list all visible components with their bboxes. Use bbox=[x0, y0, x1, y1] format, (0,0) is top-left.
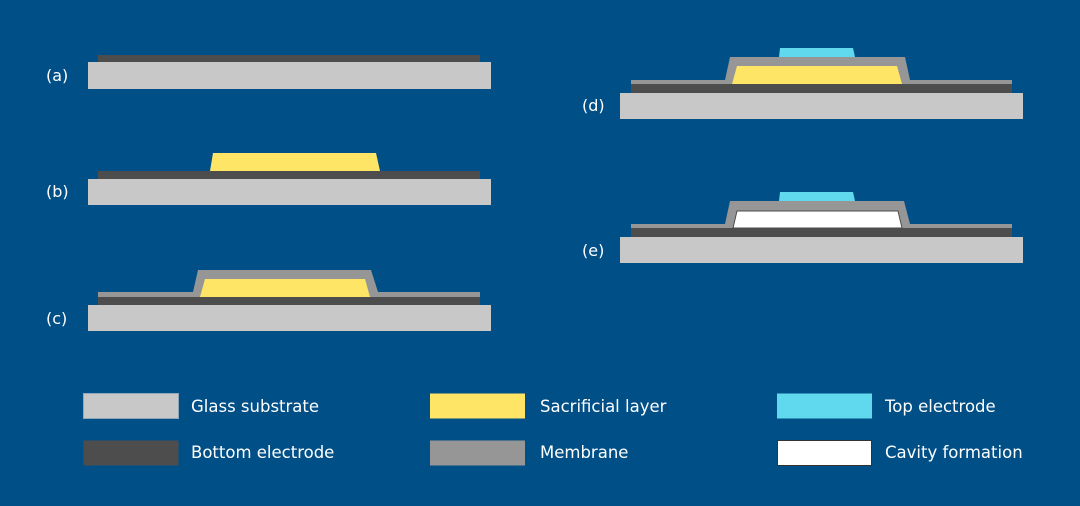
sacrificial-layer bbox=[732, 66, 902, 84]
step-e: (e) bbox=[582, 192, 1023, 263]
glass-substrate bbox=[88, 62, 491, 89]
legend-swatch bbox=[777, 440, 872, 466]
sacrificial-layer bbox=[210, 153, 380, 171]
legend-swatch bbox=[777, 393, 872, 419]
bottom-electrode bbox=[98, 171, 480, 179]
step-b: (b) bbox=[46, 153, 491, 205]
step-c: (c) bbox=[46, 270, 491, 331]
bottom-electrode bbox=[98, 297, 480, 305]
legend-swatch bbox=[430, 393, 525, 419]
top-electrode bbox=[779, 192, 855, 201]
legend-item-glass-substrate: Glass substrate bbox=[83, 393, 319, 419]
legend-label: Top electrode bbox=[884, 397, 996, 416]
bottom-electrode bbox=[631, 228, 1012, 237]
legend-item-bottom-electrode: Bottom electrode bbox=[83, 440, 334, 466]
step-label-a: (a) bbox=[46, 66, 68, 85]
bottom-electrode bbox=[631, 84, 1012, 93]
top-electrode bbox=[779, 48, 855, 57]
glass-substrate bbox=[88, 305, 491, 331]
glass-substrate bbox=[620, 237, 1023, 263]
legend: Glass substrate Bottom electrode Sacrifi… bbox=[83, 393, 1023, 466]
cavity bbox=[732, 210, 903, 229]
legend-swatch bbox=[430, 440, 525, 466]
legend-item-membrane: Membrane bbox=[430, 440, 628, 466]
legend-label: Bottom electrode bbox=[191, 443, 334, 462]
legend-swatch bbox=[83, 440, 179, 466]
step-a: (a) bbox=[46, 55, 491, 89]
step-label-c: (c) bbox=[46, 309, 67, 328]
bottom-electrode bbox=[98, 55, 480, 63]
step-label-d: (d) bbox=[582, 96, 605, 115]
step-label-b: (b) bbox=[46, 182, 69, 201]
legend-swatch bbox=[83, 393, 179, 419]
legend-label: Cavity formation bbox=[885, 443, 1023, 462]
legend-item-sacrificial-layer: Sacrificial layer bbox=[430, 393, 667, 419]
legend-label: Sacrificial layer bbox=[540, 397, 667, 416]
step-label-e: (e) bbox=[582, 241, 604, 260]
glass-substrate bbox=[88, 179, 491, 205]
legend-label: Glass substrate bbox=[191, 397, 319, 416]
step-d: (d) bbox=[582, 48, 1023, 119]
legend-item-cavity-formation: Cavity formation bbox=[777, 440, 1023, 466]
sacrificial-layer bbox=[200, 279, 370, 297]
legend-label: Membrane bbox=[540, 443, 628, 462]
legend-item-top-electrode: Top electrode bbox=[777, 393, 996, 419]
glass-substrate bbox=[620, 93, 1023, 119]
